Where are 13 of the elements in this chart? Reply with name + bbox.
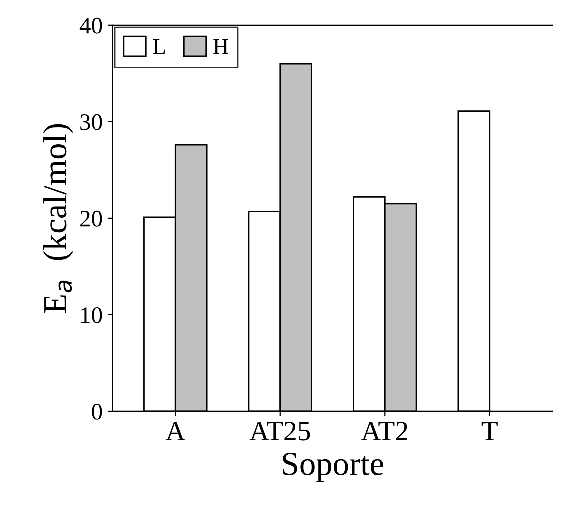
y-tick-label: 20 <box>80 210 102 227</box>
y-tick-label: 10 <box>82 307 102 324</box>
y-axis-title: E$_{a}$ (kcal/mol) <box>43 124 74 314</box>
y-tick-label: 40 <box>80 18 102 34</box>
legend-label: L <box>153 40 166 54</box>
x-tick-label: T <box>482 422 498 440</box>
x-tick-label: A <box>166 422 186 440</box>
x-axis-title: Soporte <box>283 453 384 482</box>
legend-label: H <box>214 40 228 54</box>
x-tick-label: AT2 <box>361 422 408 440</box>
y-tick-label: 0 <box>92 404 102 420</box>
y-tick-label: 30 <box>80 114 102 130</box>
x-tick-label: AT25 <box>250 422 310 441</box>
